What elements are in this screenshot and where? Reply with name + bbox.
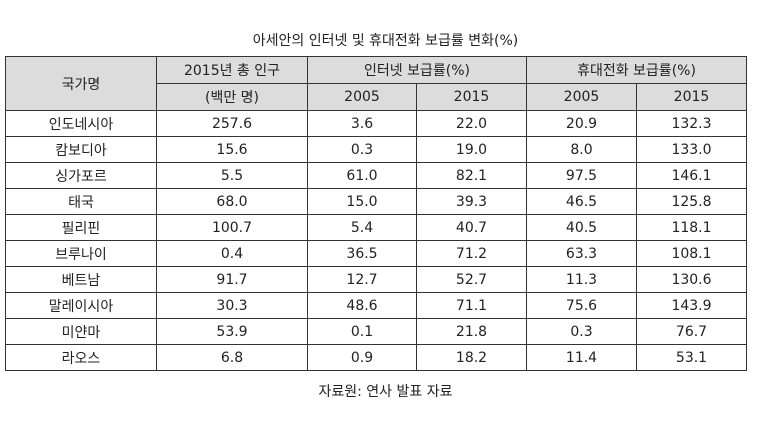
cell-internet-2005: 5.4 <box>307 214 417 241</box>
cell-mobile-2005: 11.3 <box>526 266 637 293</box>
cell-mobile-2005: 40.5 <box>526 214 637 241</box>
cell-internet-2015: 19.0 <box>416 136 527 163</box>
table-row: 말레이시아 30.3 48.6 71.1 75.6 143.9 <box>5 292 747 319</box>
cell-internet-2005: 48.6 <box>307 292 417 319</box>
cell-internet-2005: 61.0 <box>307 162 417 189</box>
header-population: 2015년 총 인구 <box>156 56 308 84</box>
cell-population: 257.6 <box>156 110 308 137</box>
cell-internet-2005: 12.7 <box>307 266 417 293</box>
cell-country: 브루나이 <box>5 240 157 267</box>
cell-country: 인도네시아 <box>5 110 157 137</box>
table-body: 인도네시아 257.6 3.6 22.0 20.9 132.3 캄보디아 15.6 0.3 19.… <box>5 110 747 371</box>
table-row: 인도네시아 257.6 3.6 22.0 20.9 132.3 <box>5 110 747 137</box>
source-note: 자료원: 연사 발표 자료 <box>318 384 453 400</box>
cell-mobile-2005: 75.6 <box>526 292 637 319</box>
table-caption: 아세안의 인터넷 및 휴대전화 보급률 변화(%) <box>252 33 519 49</box>
cell-country: 싱가포르 <box>5 162 157 189</box>
table-row: 라오스 6.8 0.9 18.2 11.4 53.1 <box>5 344 747 371</box>
table-row: 브루나이 0.4 36.5 71.2 63.3 108.1 <box>5 240 747 267</box>
cell-internet-2015: 21.8 <box>416 318 527 345</box>
cell-mobile-2015: 118.1 <box>636 214 747 241</box>
cell-mobile-2015: 108.1 <box>636 240 747 267</box>
cell-internet-2005: 0.1 <box>307 318 417 345</box>
cell-population: 100.7 <box>156 214 308 241</box>
cell-internet-2015: 52.7 <box>416 266 527 293</box>
cell-mobile-2015: 53.1 <box>636 344 747 371</box>
cell-country: 필리핀 <box>5 214 157 241</box>
cell-internet-2005: 15.0 <box>307 188 417 215</box>
cell-mobile-2005: 20.9 <box>526 110 637 137</box>
cell-country: 말레이시아 <box>5 292 157 319</box>
header-internet-2005: 2005 <box>307 83 417 111</box>
cell-country: 베트남 <box>5 266 157 293</box>
header-population-unit: (백만 명) <box>156 83 308 111</box>
cell-internet-2015: 71.1 <box>416 292 527 319</box>
cell-population: 0.4 <box>156 240 308 267</box>
asean-penetration-table: 국가명 2015년 총 인구 인터넷 보급률(%) 휴대전화 보급률(%) (백… <box>5 56 747 371</box>
cell-country: 라오스 <box>5 344 157 371</box>
cell-internet-2015: 40.7 <box>416 214 527 241</box>
header-mobile-2005: 2005 <box>526 83 637 111</box>
cell-mobile-2015: 133.0 <box>636 136 747 163</box>
cell-internet-2015: 71.2 <box>416 240 527 267</box>
cell-population: 68.0 <box>156 188 308 215</box>
cell-internet-2005: 0.9 <box>307 344 417 371</box>
header-country: 국가명 <box>5 56 157 111</box>
cell-mobile-2005: 8.0 <box>526 136 637 163</box>
cell-country: 태국 <box>5 188 157 215</box>
cell-population: 6.8 <box>156 344 308 371</box>
cell-mobile-2015: 125.8 <box>636 188 747 215</box>
table-row: 베트남 91.7 12.7 52.7 11.3 130.6 <box>5 266 747 293</box>
table-row: 태국 68.0 15.0 39.3 46.5 125.8 <box>5 188 747 215</box>
cell-population: 30.3 <box>156 292 308 319</box>
cell-mobile-2015: 143.9 <box>636 292 747 319</box>
cell-mobile-2015: 132.3 <box>636 110 747 137</box>
header-mobile: 휴대전화 보급률(%) <box>526 56 747 84</box>
table-row: 미얀마 53.9 0.1 21.8 0.3 76.7 <box>5 318 747 345</box>
header-internet-2015: 2015 <box>416 83 527 111</box>
cell-internet-2015: 18.2 <box>416 344 527 371</box>
cell-population: 91.7 <box>156 266 308 293</box>
cell-mobile-2005: 46.5 <box>526 188 637 215</box>
header-internet: 인터넷 보급률(%) <box>307 56 527 84</box>
table-row: 싱가포르 5.5 61.0 82.1 97.5 146.1 <box>5 162 747 189</box>
header-mobile-2015: 2015 <box>636 83 747 111</box>
cell-mobile-2005: 63.3 <box>526 240 637 267</box>
cell-mobile-2005: 11.4 <box>526 344 637 371</box>
table-row: 캄보디아 15.6 0.3 19.0 8.0 133.0 <box>5 136 747 163</box>
cell-internet-2015: 82.1 <box>416 162 527 189</box>
cell-mobile-2015: 146.1 <box>636 162 747 189</box>
header-row-1: 국가명 2015년 총 인구 인터넷 보급률(%) 휴대전화 보급률(%) <box>5 56 747 111</box>
cell-population: 5.5 <box>156 162 308 189</box>
cell-mobile-2005: 97.5 <box>526 162 637 189</box>
cell-mobile-2005: 0.3 <box>526 318 637 345</box>
cell-internet-2015: 39.3 <box>416 188 527 215</box>
cell-mobile-2015: 130.6 <box>636 266 747 293</box>
cell-population: 15.6 <box>156 136 308 163</box>
header-row-2: (백만 명) 2005 2015 2005 2015 <box>6 83 747 111</box>
cell-population: 53.9 <box>156 318 308 345</box>
cell-internet-2015: 22.0 <box>416 110 527 137</box>
cell-internet-2005: 36.5 <box>307 240 417 267</box>
cell-internet-2005: 0.3 <box>307 136 417 163</box>
table-row: 필리핀 100.7 5.4 40.7 40.5 118.1 <box>5 214 747 241</box>
cell-internet-2005: 3.6 <box>307 110 417 137</box>
cell-country: 미얀마 <box>5 318 157 345</box>
cell-mobile-2015: 76.7 <box>636 318 747 345</box>
cell-country: 캄보디아 <box>5 136 157 163</box>
